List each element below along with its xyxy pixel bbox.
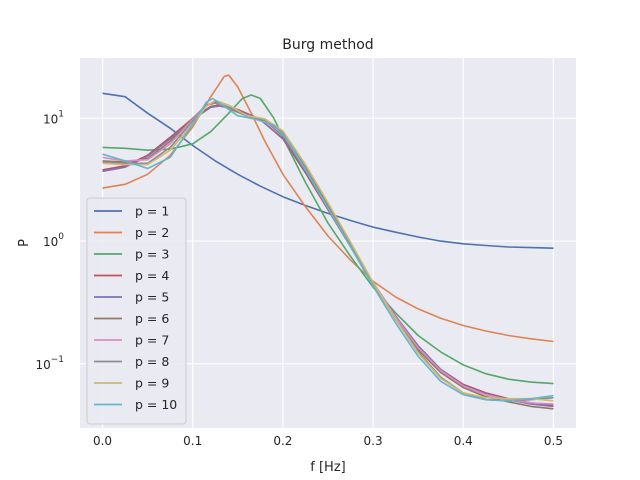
legend-label: p = 5 <box>135 290 169 305</box>
y-tick-exponent: 0 <box>58 232 64 242</box>
legend-label: p = 3 <box>135 247 169 262</box>
x-tick-label: 0.3 <box>364 434 383 448</box>
x-tick-label: 0.0 <box>93 434 112 448</box>
y-tick-label: 101 <box>43 109 64 126</box>
y-tick-label: 10−1 <box>35 355 64 372</box>
legend-label: p = 8 <box>135 354 169 369</box>
y-tick-base: 10 <box>43 112 58 126</box>
legend-label: p = 9 <box>135 376 169 391</box>
series-line-p10 <box>102 97 554 402</box>
series-line-p9 <box>102 99 554 402</box>
legend-label: p = 1 <box>135 204 169 219</box>
x-tick-label: 0.4 <box>454 434 473 448</box>
legend: p = 1 p = 2 p = 3 p = 4 p = 5 p = 6 p = 7 p = 8… <box>86 197 187 425</box>
y-tick-exponent: 1 <box>58 109 64 119</box>
y-axis-label: P <box>17 239 32 247</box>
x-tick-label: 0.5 <box>544 434 563 448</box>
legend-label: p = 6 <box>135 311 169 326</box>
legend-label: p = 2 <box>135 225 169 240</box>
series-lines <box>102 74 554 410</box>
series-line-p2 <box>102 74 554 343</box>
legend-label: p = 10 <box>135 397 177 412</box>
y-tick-base: 10 <box>43 235 58 249</box>
x-axis-label: f [Hz] <box>310 460 345 475</box>
x-tick-label: 0.1 <box>183 434 202 448</box>
y-tick-base: 10 <box>35 358 50 372</box>
y-tick-exponent: −1 <box>51 355 64 365</box>
legend-label: p = 7 <box>135 333 169 348</box>
series-line-p3 <box>102 94 554 385</box>
legend-label: p = 4 <box>135 268 169 283</box>
chart-title: Burg method <box>282 37 373 53</box>
x-tick-label: 0.2 <box>273 434 292 448</box>
y-tick-label: 100 <box>43 232 64 249</box>
x-tick-labels: 0.0 0.1 0.2 0.3 0.4 0.5 <box>93 434 563 448</box>
